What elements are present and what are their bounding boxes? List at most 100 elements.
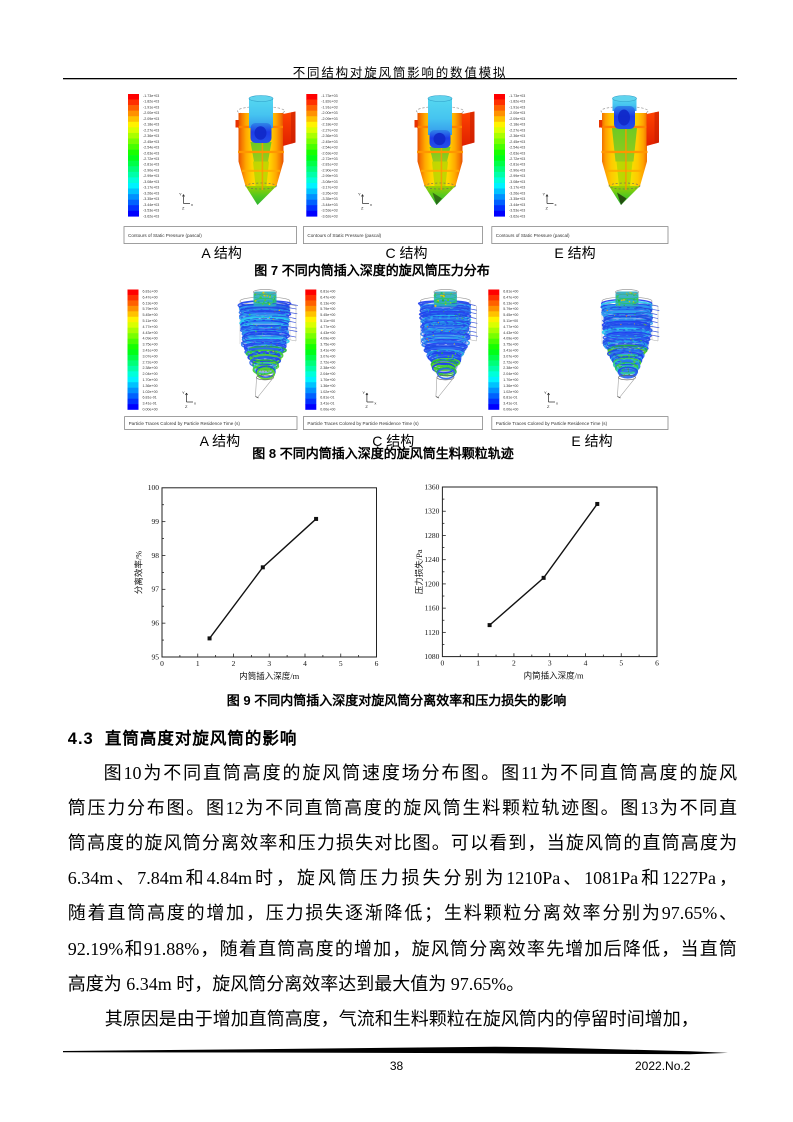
svg-text:6.47e+00: 6.47e+00 — [320, 295, 335, 299]
svg-text:-2.18e+03: -2.18e+03 — [321, 123, 337, 127]
svg-text:-3.62e+03: -3.62e+03 — [321, 214, 337, 218]
svg-text:内筒插入深度/m: 内筒插入深度/m — [524, 671, 584, 681]
svg-text:6.13e+00: 6.13e+00 — [503, 301, 518, 305]
svg-text:97: 97 — [152, 585, 160, 594]
svg-text:3.07e+00: 3.07e+00 — [320, 354, 335, 358]
svg-text:Z: Z — [365, 404, 368, 409]
svg-text:-2.63e+03: -2.63e+03 — [509, 151, 525, 155]
svg-text:3: 3 — [548, 659, 552, 668]
svg-text:-2.72e+03: -2.72e+03 — [143, 157, 159, 161]
svg-text:3.07e+00: 3.07e+00 — [143, 354, 158, 358]
svg-text:3.75e+00: 3.75e+00 — [143, 343, 158, 347]
svg-text:-1.91e+03: -1.91e+03 — [509, 105, 525, 109]
svg-text:3.41e-01: 3.41e-01 — [143, 402, 157, 406]
svg-text:-2.09e+03: -2.09e+03 — [321, 117, 337, 121]
svg-text:6.47e+00: 6.47e+00 — [503, 295, 518, 299]
svg-text:Y: Y — [544, 390, 547, 395]
svg-text:0.00e+00: 0.00e+00 — [503, 408, 518, 412]
svg-text:4.43e+00: 4.43e+00 — [143, 331, 158, 335]
svg-text:4.77e+00: 4.77e+00 — [503, 325, 518, 329]
svg-text:6.81e+00: 6.81e+00 — [320, 290, 335, 294]
svg-text:0: 0 — [160, 659, 164, 668]
svg-text:-2.72e+03: -2.72e+03 — [321, 157, 337, 161]
svg-text:-2.54e+03: -2.54e+03 — [143, 146, 159, 150]
svg-text:-3.26e+03: -3.26e+03 — [321, 191, 337, 195]
svg-text:3.41e+00: 3.41e+00 — [503, 349, 518, 353]
svg-text:-3.08e+03: -3.08e+03 — [321, 180, 337, 184]
svg-text:-2.99e+03: -2.99e+03 — [321, 174, 337, 178]
svg-text:分离效率/%: 分离效率/% — [134, 551, 144, 594]
svg-text:1.02e+00: 1.02e+00 — [320, 390, 335, 394]
svg-text:2.72e+00: 2.72e+00 — [143, 360, 158, 364]
svg-text:-3.44e+03: -3.44e+03 — [143, 203, 159, 207]
svg-text:Z: Z — [185, 404, 188, 409]
svg-text:2.04e+00: 2.04e+00 — [320, 372, 335, 376]
svg-text:-2.90e+03: -2.90e+03 — [509, 168, 525, 172]
svg-text:-3.17e+03: -3.17e+03 — [509, 186, 525, 190]
svg-text:4.09e+00: 4.09e+00 — [320, 337, 335, 341]
svg-text:-2.36e+03: -2.36e+03 — [509, 134, 525, 138]
svg-text:x: x — [374, 401, 376, 406]
svg-text:-2.81e+03: -2.81e+03 — [321, 163, 337, 167]
svg-text:Y: Y — [179, 192, 182, 197]
svg-text:-3.53e+03: -3.53e+03 — [509, 209, 525, 213]
svg-text:5: 5 — [619, 659, 623, 668]
svg-text:-2.45e+03: -2.45e+03 — [143, 140, 159, 144]
svg-text:0.00e+00: 0.00e+00 — [320, 408, 335, 412]
svg-text:5.45e+00: 5.45e+00 — [143, 313, 158, 317]
svg-text:Particle Traces Colored by Par: Particle Traces Colored by Particle Resi… — [129, 421, 241, 426]
svg-text:-3.08e+03: -3.08e+03 — [143, 180, 159, 184]
svg-text:1080: 1080 — [424, 652, 439, 661]
svg-text:-2.00e+03: -2.00e+03 — [143, 111, 159, 115]
svg-text:4.43e+00: 4.43e+00 — [320, 331, 335, 335]
svg-text:99: 99 — [152, 517, 160, 526]
svg-text:-2.00e+03: -2.00e+03 — [321, 111, 337, 115]
svg-text:-1.82e+03: -1.82e+03 — [321, 100, 337, 104]
svg-text:-2.00e+03: -2.00e+03 — [509, 111, 525, 115]
svg-text:-3.62e+03: -3.62e+03 — [509, 214, 525, 218]
svg-text:-1.82e+03: -1.82e+03 — [509, 100, 525, 104]
svg-text:x: x — [194, 401, 196, 406]
svg-text:3.41e-01: 3.41e-01 — [503, 402, 517, 406]
svg-text:4: 4 — [303, 659, 307, 668]
svg-text:5.79e+00: 5.79e+00 — [143, 307, 158, 311]
svg-text:100: 100 — [148, 483, 160, 492]
svg-text:0: 0 — [441, 659, 445, 668]
svg-text:-3.17e+03: -3.17e+03 — [143, 186, 159, 190]
svg-text:1.70e+00: 1.70e+00 — [503, 378, 518, 382]
svg-text:2.38e+00: 2.38e+00 — [320, 366, 335, 370]
svg-text:2.72e+00: 2.72e+00 — [503, 360, 518, 364]
svg-text:4: 4 — [584, 659, 588, 668]
svg-text:6: 6 — [375, 659, 379, 668]
svg-text:x: x — [370, 202, 372, 207]
svg-text:5: 5 — [339, 659, 343, 668]
svg-text:Y: Y — [543, 192, 546, 197]
svg-text:4.77e+00: 4.77e+00 — [320, 325, 335, 329]
svg-text:2: 2 — [512, 659, 516, 668]
svg-text:2.04e+00: 2.04e+00 — [143, 372, 158, 376]
svg-text:压力损失/Pa: 压力损失/Pa — [414, 549, 424, 594]
svg-text:3.75e+00: 3.75e+00 — [503, 343, 518, 347]
svg-text:内筒插入深度/m: 内筒插入深度/m — [239, 671, 299, 681]
svg-text:5.45e+00: 5.45e+00 — [320, 313, 335, 317]
svg-text:-3.62e+03: -3.62e+03 — [143, 214, 159, 218]
svg-text:-2.27e+03: -2.27e+03 — [509, 128, 525, 132]
svg-text:x: x — [556, 401, 558, 406]
svg-text:96: 96 — [152, 619, 160, 628]
svg-text:6.13e+00: 6.13e+00 — [320, 301, 335, 305]
svg-text:-2.54e+03: -2.54e+03 — [321, 146, 337, 150]
svg-text:-3.08e+03: -3.08e+03 — [509, 180, 525, 184]
svg-text:0.00e+00: 0.00e+00 — [143, 408, 158, 412]
svg-text:5.79e+00: 5.79e+00 — [503, 307, 518, 311]
svg-text:Z: Z — [546, 206, 549, 211]
svg-text:3: 3 — [267, 659, 271, 668]
svg-text:2.72e+00: 2.72e+00 — [320, 360, 335, 364]
svg-text:1160: 1160 — [425, 604, 440, 613]
svg-text:-2.45e+03: -2.45e+03 — [509, 140, 525, 144]
svg-text:5.11e+00: 5.11e+00 — [143, 319, 158, 323]
svg-text:-2.09e+03: -2.09e+03 — [143, 117, 159, 121]
svg-text:-2.54e+03: -2.54e+03 — [509, 146, 525, 150]
svg-text:x: x — [555, 202, 557, 207]
svg-text:6: 6 — [655, 659, 659, 668]
svg-text:5.79e+00: 5.79e+00 — [320, 307, 335, 311]
